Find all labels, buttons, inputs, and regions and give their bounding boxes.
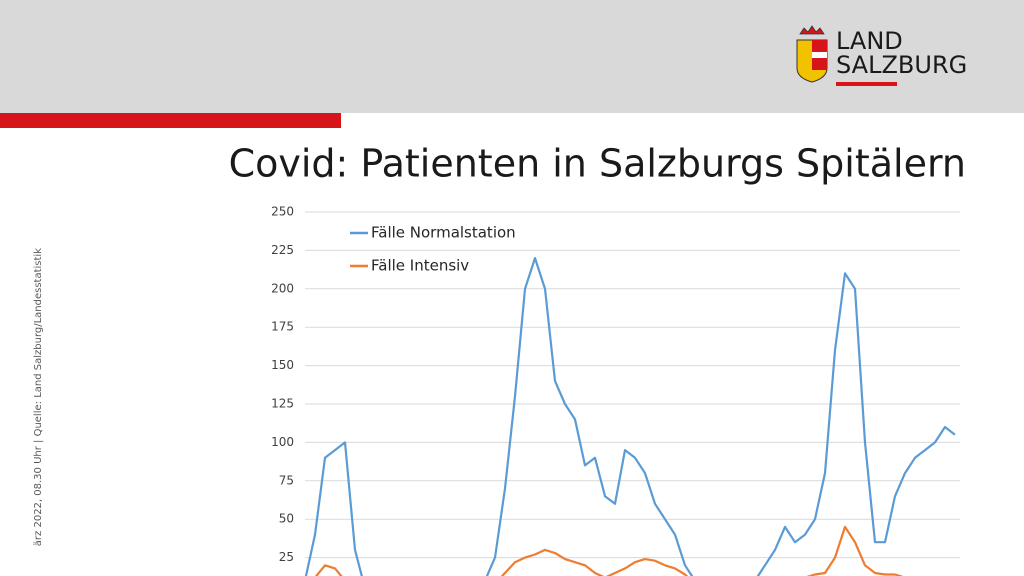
series-line (304, 257, 956, 576)
y-tick-label: 25 (279, 550, 294, 564)
chart-title: Covid: Patienten in Salzburgs Spitälern (229, 142, 966, 186)
y-tick-label: 250 (271, 205, 294, 219)
red-bar (0, 113, 341, 128)
y-tick-label: 225 (271, 243, 294, 257)
side-note: ärz 2022, 08.30 Uhr | Quelle: Land Salzb… (33, 248, 44, 546)
series-line (314, 525, 904, 576)
legend-label: Fälle Normalstation (371, 224, 516, 242)
y-tick-label: 200 (271, 281, 294, 295)
header-band (0, 0, 1024, 113)
logo-text: SALZBURG (836, 51, 967, 79)
logo-text: LAND (836, 27, 903, 55)
y-tick-label: 175 (271, 320, 294, 334)
legend-label: Fälle Intensiv (371, 257, 469, 275)
y-tick-label: 125 (271, 397, 294, 411)
y-tick-label: 100 (271, 435, 294, 449)
y-tick-label: 75 (279, 473, 294, 487)
y-tick-label: 150 (271, 358, 294, 372)
y-tick-label: 50 (279, 512, 294, 526)
logo: LAND SALZBURG (796, 25, 967, 86)
